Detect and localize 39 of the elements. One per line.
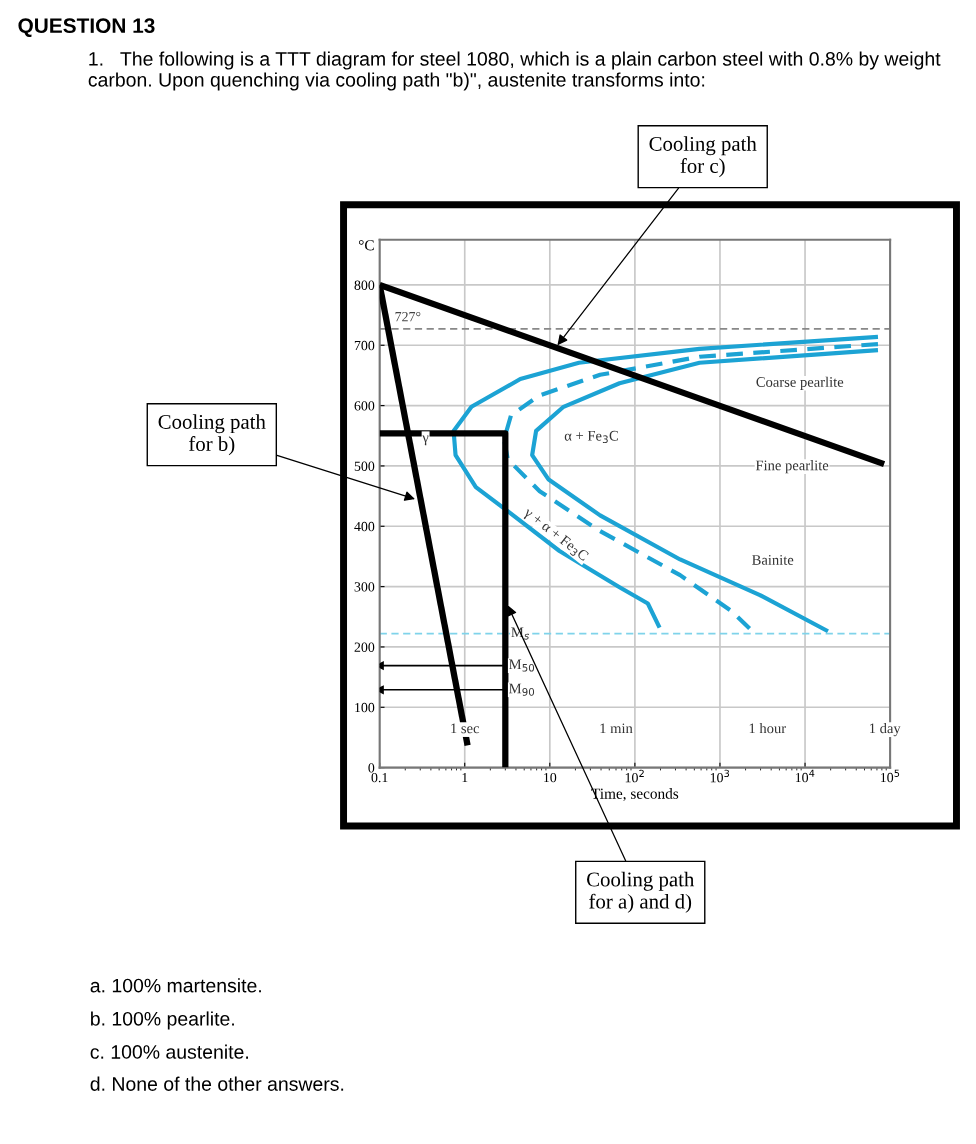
chart-subtitle: 1. The following is a TTT diagram for steel 1080, which is a plain carbon steel with 0.8% by weight carbon. Upon quenching via cooling path "b)", austenite transforms into:: [88, 51, 941, 91]
x-tick-label: 10: [544, 772, 557, 783]
x-tick-label: 10$^{5}$: [880, 769, 900, 783]
annotation: 1 day: [870, 722, 901, 737]
y-tick-label: 800: [354, 280, 375, 290]
annotation: M$_{90}$: [509, 683, 535, 696]
annotation: Cooling path for a) and d): [587, 871, 695, 913]
y-tick-label: 300: [354, 582, 375, 592]
annotation: 1 min: [600, 723, 633, 734]
y-tick-label: 700: [354, 340, 375, 351]
x-tick-label: 10$^{2}$: [625, 769, 644, 783]
annotation: Cooling path for b): [158, 414, 266, 456]
annotation: Cooling path for c): [649, 136, 757, 178]
y-tick-label: 500: [354, 461, 375, 471]
annotation: Fine pearlite: [755, 460, 829, 474]
y-tick-label: 400: [354, 521, 375, 532]
annotation: M$_{50}$: [509, 659, 535, 672]
x-tick-label: 1: [462, 772, 468, 783]
x-tick-label: 10$^{4}$: [795, 769, 815, 783]
text: b. 100% pearlite.: [91, 1011, 234, 1030]
text: QUESTION 13: [18, 18, 155, 37]
y-tick-label: 600: [354, 401, 375, 411]
annotation: 1 sec: [451, 723, 480, 734]
text: d. None of the other answers.: [90, 1076, 344, 1091]
annotation: α + Fe$_{3}$C: [564, 430, 618, 444]
annotation: Bainite: [752, 555, 794, 565]
ref-line-label: 727°: [395, 311, 421, 322]
y-axis-title: °C: [358, 240, 374, 251]
annotation: 1 hour: [749, 723, 786, 734]
y-tick-label: 200: [354, 642, 375, 652]
annotation: Coarse pearlite: [756, 376, 844, 390]
y-tick-label: 0: [368, 763, 375, 773]
annotation: γ + α + Fe$_{3}$C: [521, 506, 590, 564]
x-tick-label: 0.1: [371, 772, 388, 783]
text: a. 100% martensite.: [90, 978, 261, 993]
x-tick-label: 10$^{3}$: [710, 769, 730, 783]
text: c. 100% austenite.: [90, 1044, 248, 1059]
annotation: γ: [422, 435, 429, 446]
y-tick-label: 100: [355, 702, 375, 713]
